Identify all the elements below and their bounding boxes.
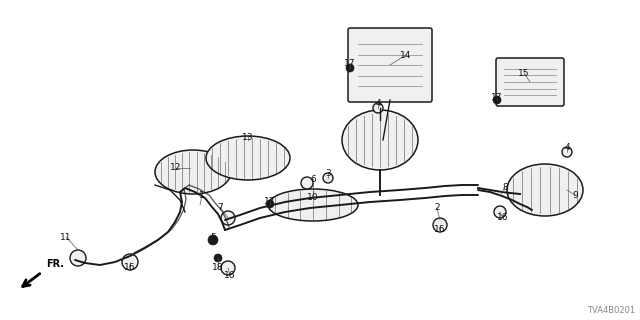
Circle shape [301, 177, 313, 189]
Text: 16: 16 [124, 263, 136, 273]
Ellipse shape [268, 189, 358, 221]
Text: 17: 17 [492, 93, 503, 102]
Text: 1: 1 [199, 190, 205, 199]
Text: FR.: FR. [46, 259, 64, 269]
Circle shape [493, 96, 501, 104]
Text: TVA4B0201: TVA4B0201 [587, 306, 635, 315]
Text: 12: 12 [170, 164, 182, 172]
Circle shape [221, 261, 235, 275]
Circle shape [346, 64, 354, 72]
Text: 15: 15 [518, 68, 530, 77]
Circle shape [70, 250, 86, 266]
Text: 4: 4 [375, 99, 381, 108]
Circle shape [562, 147, 572, 157]
Text: 3: 3 [325, 170, 331, 179]
FancyBboxPatch shape [496, 58, 564, 106]
Text: 5: 5 [210, 234, 216, 243]
Text: 8: 8 [502, 182, 508, 191]
Text: 2: 2 [434, 204, 440, 212]
Text: 11: 11 [60, 233, 72, 242]
Circle shape [122, 254, 138, 270]
Circle shape [323, 173, 333, 183]
Text: 14: 14 [400, 51, 412, 60]
Text: 10: 10 [307, 194, 319, 203]
Circle shape [266, 200, 274, 208]
Text: 16: 16 [435, 226, 445, 235]
Text: 4: 4 [564, 142, 570, 151]
Circle shape [433, 218, 447, 232]
Ellipse shape [342, 110, 418, 170]
Circle shape [208, 235, 218, 245]
Text: 13: 13 [243, 132, 253, 141]
Text: 17: 17 [264, 197, 276, 206]
Text: 17: 17 [344, 59, 356, 68]
Circle shape [221, 211, 235, 225]
Circle shape [494, 206, 506, 218]
Ellipse shape [155, 150, 231, 194]
FancyBboxPatch shape [348, 28, 432, 102]
Text: 16: 16 [224, 270, 236, 279]
Text: 18: 18 [212, 263, 224, 273]
Text: 9: 9 [572, 190, 578, 199]
Circle shape [373, 103, 383, 113]
Text: 6: 6 [310, 174, 316, 183]
Ellipse shape [206, 136, 290, 180]
Ellipse shape [507, 164, 583, 216]
Text: 16: 16 [497, 213, 509, 222]
Text: 7: 7 [217, 203, 223, 212]
Circle shape [214, 254, 222, 262]
